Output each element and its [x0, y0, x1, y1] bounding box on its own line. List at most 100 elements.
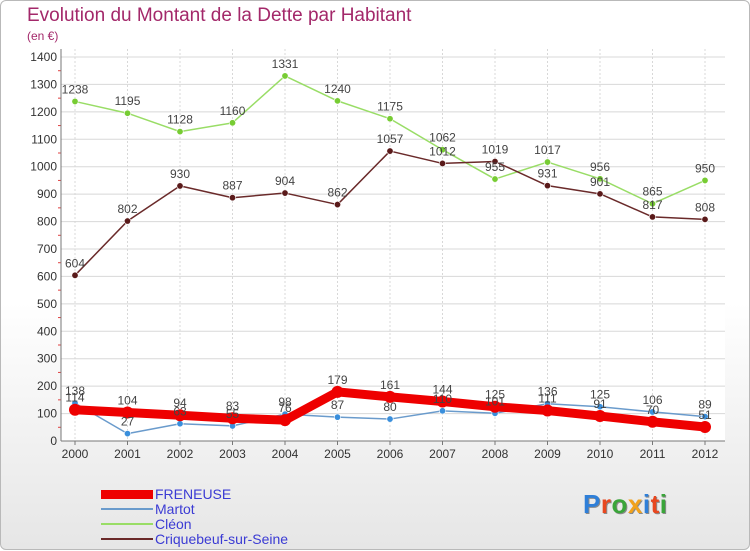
- data-label: 1017: [534, 143, 561, 157]
- data-label: 808: [695, 200, 715, 214]
- legend-swatch-criquebeuf: [101, 538, 153, 540]
- chart-title: Evolution du Montant de la Dette par Hab…: [27, 5, 412, 26]
- data-point: [176, 420, 184, 428]
- data-point: [174, 409, 186, 422]
- y-tick-label: 700: [37, 242, 57, 256]
- data-point: [438, 159, 446, 167]
- data-point: [281, 72, 289, 80]
- legend-label-martot: Martot: [155, 501, 195, 517]
- data-label: 91: [593, 397, 607, 411]
- data-label: 817: [642, 198, 662, 212]
- data-label: 931: [537, 167, 557, 181]
- data-label: 94: [173, 396, 187, 410]
- data-point: [229, 119, 237, 127]
- data-point: [543, 158, 551, 166]
- data-label: 101: [485, 394, 505, 408]
- data-label: 144: [432, 383, 452, 397]
- data-label: 111: [538, 392, 557, 406]
- data-label: 83: [226, 399, 240, 413]
- data-point: [648, 213, 656, 221]
- y-tick-label: 200: [37, 379, 57, 393]
- x-tick-label: 2006: [377, 447, 404, 461]
- y-tick-label: 1400: [30, 50, 57, 64]
- data-point: [124, 109, 132, 117]
- data-label: 104: [117, 393, 137, 407]
- data-point: [648, 408, 656, 416]
- data-label: 1195: [115, 94, 141, 108]
- data-label: 862: [327, 186, 347, 200]
- data-label: 125: [485, 388, 505, 402]
- data-label: 956: [590, 160, 610, 174]
- data-label: 1128: [167, 113, 193, 127]
- data-point: [543, 182, 551, 190]
- data-point: [226, 412, 239, 425]
- data-point: [596, 190, 604, 198]
- data-point: [281, 189, 289, 197]
- data-point: [438, 146, 446, 154]
- data-label: 904: [275, 174, 295, 188]
- y-tick-label: 1200: [30, 105, 57, 119]
- y-tick-label: 1100: [31, 132, 57, 146]
- data-label: 930: [170, 167, 190, 181]
- y-tick-label: 800: [37, 215, 57, 229]
- data-label: 76: [278, 401, 292, 415]
- data-point: [124, 430, 132, 438]
- legend-swatch-cleon: [101, 523, 153, 525]
- data-label: 1057: [377, 132, 404, 146]
- data-point: [701, 215, 709, 223]
- y-tick-label: 1300: [30, 77, 57, 91]
- data-point: [596, 403, 604, 411]
- y-tick-label: 500: [37, 297, 57, 311]
- data-label: 106: [642, 393, 662, 407]
- legend-label-freneuse: FRENEUSE: [155, 486, 232, 502]
- data-label: 1238: [62, 82, 89, 96]
- data-label: 80: [383, 400, 397, 414]
- data-label: 89: [698, 398, 712, 412]
- data-point: [489, 400, 501, 413]
- legend-label-cleon: Cléon: [155, 516, 192, 532]
- data-point: [386, 147, 394, 155]
- data-point: [176, 128, 184, 136]
- data-label: 901: [590, 175, 610, 189]
- data-point: [71, 271, 79, 279]
- data-point: [333, 413, 341, 421]
- data-label: 865: [642, 185, 662, 199]
- data-point: [436, 395, 449, 408]
- x-tick-label: 2008: [482, 447, 509, 461]
- data-point: [121, 406, 134, 419]
- data-point: [701, 176, 709, 184]
- y-tick-label: 300: [37, 352, 57, 366]
- data-label: 51: [698, 408, 712, 422]
- data-point: [646, 415, 659, 428]
- data-label: 27: [121, 415, 135, 429]
- data-label: 604: [65, 256, 85, 270]
- data-point: [124, 217, 132, 225]
- data-point: [386, 415, 394, 423]
- data-label: 950: [695, 161, 715, 175]
- x-tick-label: 2000: [62, 447, 89, 461]
- data-label: 138: [65, 384, 85, 398]
- data-point: [438, 407, 446, 415]
- data-label: 1012: [429, 144, 456, 158]
- data-point: [384, 390, 396, 403]
- data-label: 1160: [220, 104, 246, 118]
- data-point: [594, 410, 606, 423]
- data-label: 802: [117, 202, 137, 216]
- data-label: 161: [380, 378, 400, 392]
- x-tick-label: 2004: [272, 447, 299, 461]
- data-point: [69, 403, 81, 416]
- data-label: 70: [646, 403, 660, 417]
- data-point: [333, 97, 341, 105]
- x-tick-label: 2002: [167, 447, 194, 461]
- data-label: 125: [590, 388, 610, 402]
- data-point: [71, 97, 79, 105]
- data-point: [386, 115, 394, 123]
- data-label: 110: [433, 392, 452, 406]
- data-point: [701, 413, 709, 421]
- x-tick-label: 2003: [219, 447, 246, 461]
- proxiti-logo: Proxiti: [583, 489, 668, 519]
- x-tick-label: 2007: [429, 447, 456, 461]
- data-label: 887: [222, 179, 242, 193]
- data-point: [229, 194, 237, 202]
